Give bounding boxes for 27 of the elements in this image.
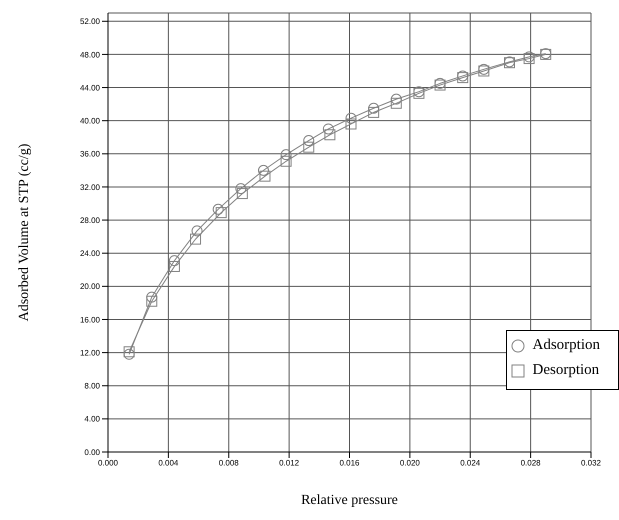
x-tick-label: 0.008: [218, 458, 240, 468]
y-tick-label: 32.00: [80, 182, 101, 192]
x-tick-label: 0.020: [400, 458, 420, 468]
y-axis-title: Adsorbed Volume at STP (cc/g): [16, 143, 32, 322]
y-tick-label: 44.00: [80, 83, 101, 92]
y-tick-label: 48.00: [80, 50, 101, 60]
x-tick-label: 0.016: [339, 458, 360, 468]
x-tick-label: 0.028: [520, 458, 542, 468]
y-tick-label: 8.00: [84, 382, 101, 391]
y-tick-label: 36.00: [80, 150, 101, 159]
y-tick-label: 12.00: [80, 348, 101, 358]
x-tick-label: 0.032: [580, 458, 602, 468]
y-tick-label: 52.00: [80, 17, 101, 26]
y-tick-label: 24.00: [80, 249, 101, 258]
y-tick-label: 4.00: [84, 414, 101, 424]
x-tick-label: 0.004: [158, 458, 179, 468]
legend-label: Desorption: [532, 362, 600, 379]
x-tick-label: 0.000: [98, 458, 119, 468]
x-tick-label: 0.012: [279, 458, 300, 468]
y-tick-label: 20.00: [80, 282, 101, 292]
y-tick-label: 0.00: [84, 448, 101, 457]
x-axis-title: Relative pressure: [301, 493, 398, 508]
legend-label: Adsorption: [532, 337, 600, 354]
x-tick-label: 0.024: [460, 458, 481, 468]
y-tick-label: 28.00: [80, 216, 101, 225]
y-tick-label: 16.00: [80, 315, 101, 324]
y-tick-label: 40.00: [80, 116, 101, 126]
